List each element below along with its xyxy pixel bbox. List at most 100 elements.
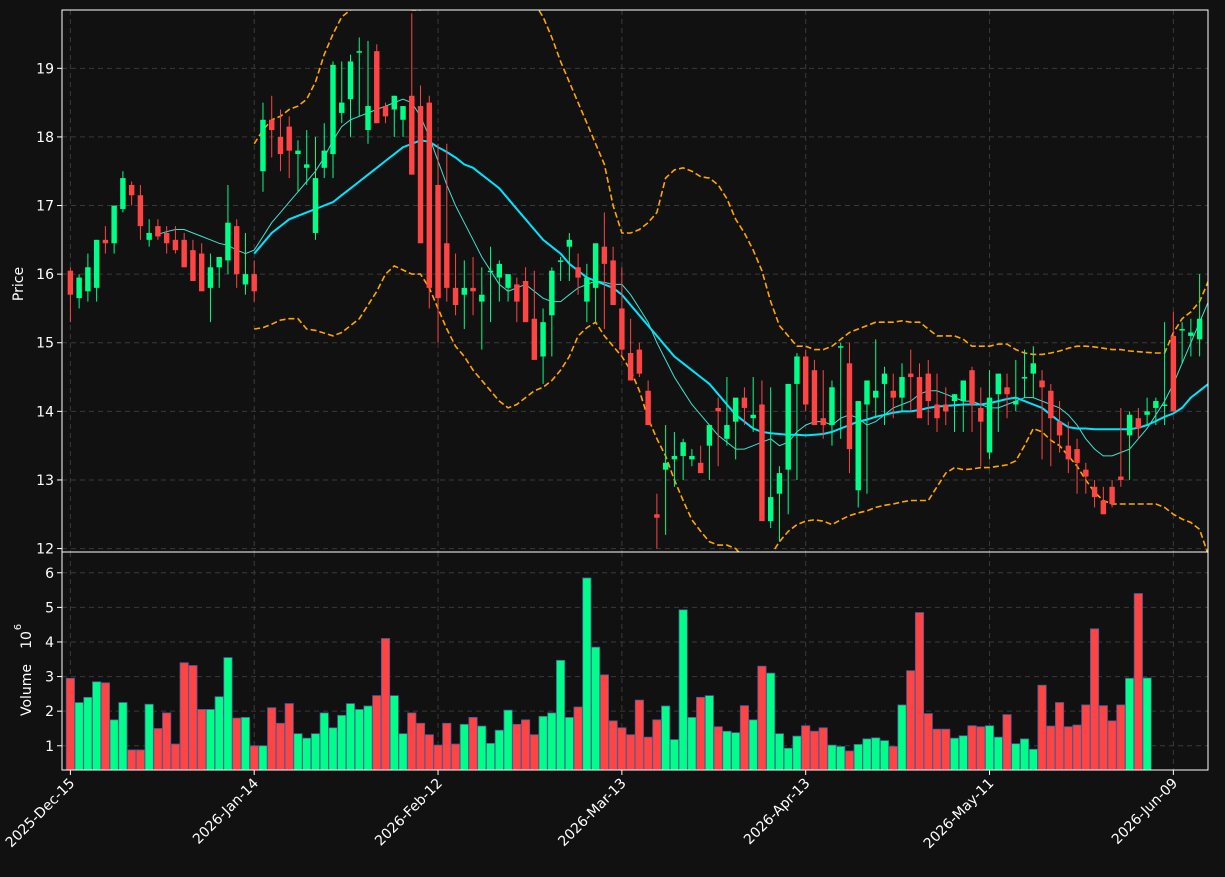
candle-body <box>400 106 406 120</box>
volume-bar <box>442 722 452 770</box>
candle-body <box>76 277 82 299</box>
volume-bar <box>1142 677 1152 770</box>
candle-body <box>295 150 301 155</box>
candle-body <box>347 61 354 100</box>
candle-body <box>908 373 914 378</box>
volume-bar <box>415 722 426 770</box>
candle-body <box>671 455 678 460</box>
candle-body <box>794 356 800 384</box>
candle-body <box>1135 418 1142 429</box>
volume-bar <box>879 740 890 770</box>
volume-bar <box>599 674 609 770</box>
candle-body <box>269 119 275 131</box>
volume-bar <box>634 699 644 770</box>
candle-body <box>452 287 459 306</box>
volume-bar <box>1037 684 1047 770</box>
volume-bar <box>818 727 828 770</box>
volume-bar <box>1028 748 1038 770</box>
volume-tick-label: 3 <box>45 670 54 686</box>
volume-bar <box>118 702 128 770</box>
price-tick-label: 14 <box>36 404 54 420</box>
volume-bar <box>923 713 933 770</box>
volume-bar <box>1125 677 1135 770</box>
candle-body <box>1170 335 1177 412</box>
candle-body <box>479 294 485 302</box>
volume-bar <box>914 612 925 770</box>
candle-body <box>120 178 126 209</box>
volume-panel-frame <box>61 551 1209 771</box>
candle-body <box>321 150 327 168</box>
volume-tick-label: 6 <box>45 566 54 582</box>
candle-body <box>514 284 520 302</box>
candle-body <box>759 404 765 522</box>
volume-bar <box>100 682 110 770</box>
candle-body <box>435 184 441 299</box>
price-tick-label: 17 <box>36 199 54 215</box>
candle-body <box>610 260 616 306</box>
volume-bar <box>380 638 391 770</box>
volume-axis-exponent: 6 <box>13 624 24 630</box>
candle-body <box>584 277 590 302</box>
volume-bar <box>801 725 811 770</box>
volume-bar <box>871 737 881 770</box>
volume-bar <box>529 734 539 770</box>
volume-bar <box>1090 628 1100 770</box>
candle-body <box>864 380 870 405</box>
volume-bar <box>302 737 312 770</box>
volume-bar <box>135 749 145 770</box>
volume-bar <box>197 709 207 770</box>
candle-body <box>986 397 993 453</box>
candle-body <box>697 462 704 474</box>
volume-bar <box>844 750 855 770</box>
volume-bar <box>223 657 233 770</box>
candle-body <box>1109 486 1115 504</box>
candle-body <box>137 195 144 227</box>
candle-body <box>207 267 214 288</box>
volume-bar <box>74 702 84 770</box>
volume-bar <box>792 735 802 770</box>
candle-body <box>216 256 222 268</box>
candle-body <box>969 370 975 405</box>
volume-bar <box>678 609 688 770</box>
volume-bar <box>766 672 776 770</box>
candle-body <box>102 239 109 244</box>
price-tick-label: 13 <box>36 473 54 489</box>
volume-bar <box>827 744 837 770</box>
volume-bar <box>354 709 364 770</box>
candle-body <box>802 356 809 405</box>
volume-bar <box>704 695 714 770</box>
candle-body <box>960 380 966 402</box>
volume-bar <box>398 733 408 770</box>
candle-body <box>1004 387 1010 395</box>
volume-bar <box>1055 702 1065 770</box>
volume-bar <box>774 733 784 770</box>
volume-tick-label: 2 <box>45 704 54 720</box>
volume-bar <box>310 733 321 770</box>
volume-tick-label: 1 <box>45 739 54 755</box>
candle-body <box>785 383 791 470</box>
candle-body <box>925 373 931 402</box>
candle-body <box>566 239 573 247</box>
volume-bar <box>188 665 198 770</box>
volume-bar <box>757 665 767 770</box>
candle-body <box>549 270 555 316</box>
price-tick-label: 12 <box>36 542 54 558</box>
volume-bar <box>739 705 749 770</box>
volume-bar <box>967 725 977 770</box>
candle-body <box>198 253 205 292</box>
candle-body <box>1118 476 1124 480</box>
candle-body <box>233 226 240 275</box>
candle-body <box>724 425 730 439</box>
volume-bar <box>109 719 119 770</box>
volume-bar <box>731 732 741 770</box>
volume-bar <box>337 714 347 770</box>
volume-bar <box>153 728 163 770</box>
volume-bar <box>459 723 469 770</box>
volume-tick-label: 5 <box>45 600 54 616</box>
volume-bar <box>906 670 916 770</box>
candle-body <box>741 397 748 408</box>
candle-body <box>706 425 713 446</box>
candle-body <box>444 243 450 288</box>
volume-bar <box>240 717 251 770</box>
candle-body <box>890 390 896 398</box>
